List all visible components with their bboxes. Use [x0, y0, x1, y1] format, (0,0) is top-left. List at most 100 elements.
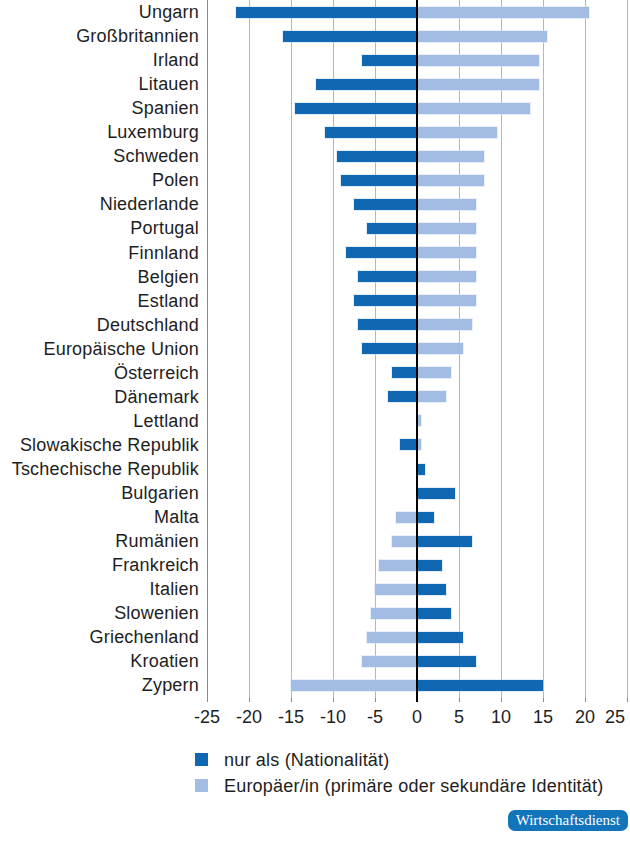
- bar-european: [392, 536, 417, 547]
- category-label: Luxemburg: [0, 121, 199, 143]
- bar-national: [354, 295, 417, 306]
- category-label: Niederlande: [0, 193, 199, 215]
- bar-european: [417, 103, 530, 114]
- bar-national: [367, 223, 417, 234]
- bar-european: [417, 247, 476, 258]
- bar-national: [325, 127, 417, 138]
- bar-national: [417, 680, 543, 691]
- bar-national: [417, 560, 442, 571]
- bar-national: [358, 319, 417, 330]
- category-label: Österreich: [0, 362, 199, 384]
- bar-national: [354, 199, 417, 210]
- bar-european: [417, 367, 451, 378]
- bar-national: [417, 512, 434, 523]
- bar-national: [388, 391, 417, 402]
- category-label: Slowakische Republik: [0, 434, 199, 456]
- category-label: Schweden: [0, 145, 199, 167]
- category-label: Finnland: [0, 242, 199, 264]
- category-label: Tschechische Republik: [0, 458, 199, 480]
- gridline: [249, 0, 250, 698]
- bar-european: [417, 295, 476, 306]
- category-label: Malta: [0, 506, 199, 528]
- bar-european: [396, 512, 417, 523]
- x-tick-label: 25: [585, 707, 630, 728]
- bar-national: [295, 103, 417, 114]
- zero-axis-line: [416, 0, 418, 702]
- category-label: Irland: [0, 49, 199, 71]
- axis-tick: [249, 698, 250, 702]
- bar-national: [417, 632, 463, 643]
- bar-european: [417, 319, 472, 330]
- axis-tick: [375, 698, 376, 702]
- bar-national: [417, 608, 451, 619]
- category-label: Belgien: [0, 266, 199, 288]
- axis-tick: [501, 698, 502, 702]
- category-label: Deutschland: [0, 314, 199, 336]
- bar-national: [417, 488, 455, 499]
- legend-swatch-european: [195, 779, 208, 792]
- category-label: Portugal: [0, 217, 199, 239]
- axis-tick: [627, 698, 628, 702]
- bar-national: [362, 55, 417, 66]
- bar-national: [316, 79, 417, 90]
- axis-tick: [333, 698, 334, 702]
- bar-national: [417, 464, 425, 475]
- axis-tick: [543, 698, 544, 702]
- bar-national: [392, 367, 417, 378]
- gridline: [291, 0, 292, 698]
- category-label: Spanien: [0, 97, 199, 119]
- chart: -25-20-15-10-50510152025UngarnGroßbritan…: [0, 0, 630, 843]
- legend-label-european: Europäer/in (primäre oder sekundäre Iden…: [224, 776, 603, 797]
- bar-national: [236, 7, 417, 18]
- bar-national: [400, 439, 417, 450]
- bar-national: [417, 536, 472, 547]
- category-label: Kroatien: [0, 650, 199, 672]
- category-label: Estland: [0, 290, 199, 312]
- category-label: Dänemark: [0, 386, 199, 408]
- category-label: Europäische Union: [0, 338, 199, 360]
- gridline: [207, 0, 208, 698]
- bar-european: [367, 632, 417, 643]
- bar-european: [417, 31, 547, 42]
- category-label: Slowenien: [0, 602, 199, 624]
- bar-european: [417, 79, 539, 90]
- brand-badge: Wirtschaftsdienst: [508, 810, 628, 831]
- bar-european: [417, 271, 476, 282]
- category-label: Italien: [0, 578, 199, 600]
- category-label: Großbritannien: [0, 25, 199, 47]
- category-label: Frankreich: [0, 554, 199, 576]
- category-label: Bulgarien: [0, 482, 199, 504]
- bar-national: [358, 271, 417, 282]
- category-label: Zypern: [0, 674, 199, 696]
- axis-tick: [291, 698, 292, 702]
- bar-european: [417, 391, 446, 402]
- bar-european: [417, 7, 589, 18]
- bar-national: [283, 31, 417, 42]
- category-label: Griechenland: [0, 626, 199, 648]
- legend-swatch-national: [195, 753, 208, 766]
- category-label: Litauen: [0, 73, 199, 95]
- gridline: [543, 0, 544, 698]
- bar-european: [417, 343, 463, 354]
- bar-national: [341, 175, 417, 186]
- bar-national: [346, 247, 417, 258]
- bar-european: [417, 223, 476, 234]
- bar-national: [337, 151, 417, 162]
- category-label: Rumänien: [0, 530, 199, 552]
- bar-european: [417, 151, 484, 162]
- category-label: Ungarn: [0, 1, 199, 23]
- axis-tick: [207, 698, 208, 702]
- category-label: Polen: [0, 169, 199, 191]
- bar-european: [379, 560, 417, 571]
- gridline: [627, 0, 628, 698]
- bar-european: [362, 656, 417, 667]
- bar-national: [417, 656, 476, 667]
- gridline: [585, 0, 586, 698]
- category-label: Lettland: [0, 410, 199, 432]
- axis-tick: [585, 698, 586, 702]
- bar-national: [362, 343, 417, 354]
- bar-european: [375, 584, 417, 595]
- bar-european: [417, 175, 484, 186]
- bar-national: [417, 584, 446, 595]
- axis-tick: [459, 698, 460, 702]
